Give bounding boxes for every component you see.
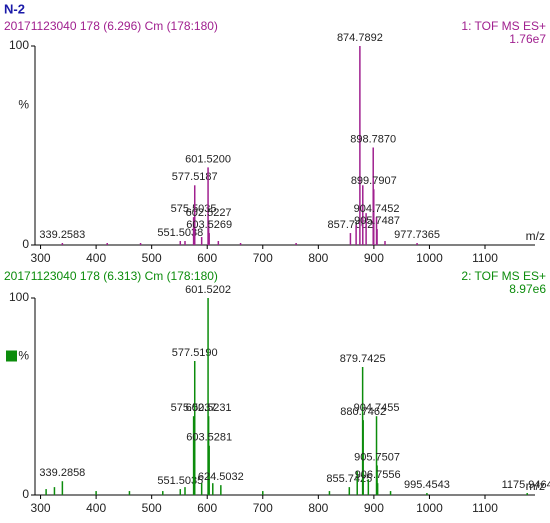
y-tick-label: 0 xyxy=(22,487,29,501)
x-tick-label: 600 xyxy=(197,251,217,265)
peak-label: 577.5190 xyxy=(172,347,218,359)
peak-label: 602.5231 xyxy=(186,402,232,414)
annotation: 1.76e7 xyxy=(509,32,546,46)
y-axis-label: % xyxy=(18,349,29,363)
x-tick-label: 800 xyxy=(308,251,328,265)
peak-label: 1175.9464 xyxy=(502,479,550,491)
x-tick-label: 400 xyxy=(86,251,106,265)
peak-label: 339.2858 xyxy=(39,467,85,479)
x-tick-label: 800 xyxy=(308,501,328,515)
x-tick-label: 1100 xyxy=(472,251,498,265)
peak-label: 575.5037 xyxy=(171,402,217,414)
y-tick-label: 0 xyxy=(22,237,29,251)
peak-label: 899.7907 xyxy=(351,175,397,187)
y-tick-label: 100 xyxy=(9,290,29,304)
peak-label: 551.5035 xyxy=(157,475,203,487)
peak-label: 906.7556 xyxy=(355,469,401,481)
x-tick-label: 300 xyxy=(31,501,51,515)
x-tick-label: 700 xyxy=(253,251,273,265)
x-tick-label: 900 xyxy=(364,251,384,265)
x-tick-label: 600 xyxy=(197,501,217,515)
annotation: 2: TOF MS ES+ xyxy=(461,269,546,283)
peak-label: 874.7892 xyxy=(337,32,383,44)
peak-label: 603.5281 xyxy=(186,432,232,444)
peak-label: 624.5032 xyxy=(198,471,244,483)
page-title: N-2 xyxy=(4,1,25,16)
peak-label: 601.5200 xyxy=(185,153,231,165)
x-tick-label: 700 xyxy=(253,501,273,515)
legend-swatch xyxy=(6,350,17,362)
x-tick-label: 1000 xyxy=(416,251,443,265)
peak-label: 879.7425 xyxy=(340,353,386,365)
peak-label: 995.4543 xyxy=(404,479,450,491)
x-tick-label: 400 xyxy=(86,501,106,515)
x-tick-label: 1100 xyxy=(472,501,498,515)
peak-label: 602.5227 xyxy=(186,207,232,219)
x-tick-label: 300 xyxy=(31,251,51,265)
x-tick-label: 900 xyxy=(364,501,384,515)
peak-label: 575.5035 xyxy=(171,203,217,215)
peak-label: 601.5202 xyxy=(185,284,231,296)
peak-label: 977.7365 xyxy=(394,229,440,241)
annotation: 1: TOF MS ES+ xyxy=(461,19,546,33)
peak-label: 880.7462 xyxy=(340,406,386,418)
x-tick-label: 500 xyxy=(142,501,162,515)
peak-label: 339.2583 xyxy=(39,229,85,241)
peak-label: 855.7425 xyxy=(326,473,372,485)
panel-title: 20171123040 178 (6.313) Cm (178:180) xyxy=(4,269,218,283)
peak-label: 857.7602 xyxy=(327,219,373,231)
x-tick-label: 500 xyxy=(142,251,162,265)
annotation: 8.97e6 xyxy=(509,282,546,296)
peak-label: 551.5038 xyxy=(157,227,203,239)
peak-label: 905.7487 xyxy=(354,215,400,227)
y-tick-label: 100 xyxy=(9,38,29,52)
x-axis-label: m/z xyxy=(526,229,545,243)
x-axis-label: m/z xyxy=(526,479,545,493)
peak-label: 904.7455 xyxy=(354,402,400,414)
peak-label: 905.7507 xyxy=(354,451,400,463)
panel-title: 20171123040 178 (6.296) Cm (178:180) xyxy=(4,19,218,33)
peak-label: 898.7870 xyxy=(350,133,396,145)
x-tick-label: 1000 xyxy=(416,501,443,515)
peak-label: 577.5187 xyxy=(172,171,218,183)
peak-label: 603.5269 xyxy=(186,219,232,231)
y-axis-label: % xyxy=(18,98,29,112)
peak-label: 904.7452 xyxy=(354,203,400,215)
